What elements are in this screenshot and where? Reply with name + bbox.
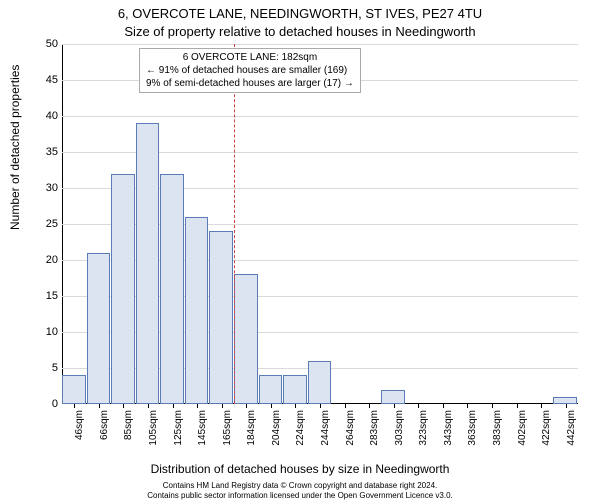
- x-tick-label: 105sqm: [148, 410, 159, 458]
- plot-area: 6 OVERCOTE LANE: 182sqm← 91% of detached…: [62, 44, 578, 404]
- x-tick-label: 283sqm: [369, 410, 380, 458]
- x-tick-label: 204sqm: [271, 410, 282, 458]
- histogram-bar: [185, 217, 209, 404]
- histogram-bar: [259, 375, 283, 404]
- x-tick-label: 303sqm: [394, 410, 405, 458]
- x-tick-label: 442sqm: [566, 410, 577, 458]
- annotation-line: ← 91% of detached houses are smaller (16…: [146, 64, 354, 77]
- reference-line: [234, 44, 235, 404]
- x-tick-label: 402sqm: [517, 410, 528, 458]
- y-tick-label: 30: [28, 182, 58, 194]
- x-tick-label: 244sqm: [320, 410, 331, 458]
- chart-subtitle: Size of property relative to detached ho…: [0, 24, 600, 39]
- x-tick-label: 422sqm: [541, 410, 552, 458]
- x-axis-label: Distribution of detached houses by size …: [0, 462, 600, 476]
- histogram-bar: [283, 375, 307, 404]
- x-tick-label: 264sqm: [345, 410, 356, 458]
- histogram-bar: [209, 231, 233, 404]
- y-tick-label: 0: [28, 398, 58, 410]
- y-tick-label: 20: [28, 254, 58, 266]
- y-axis-label: Number of detached properties: [8, 65, 22, 230]
- y-tick-label: 45: [28, 74, 58, 86]
- chart-title-address: 6, OVERCOTE LANE, NEEDINGWORTH, ST IVES,…: [0, 6, 600, 21]
- y-tick-label: 25: [28, 218, 58, 230]
- x-tick-label: 85sqm: [123, 410, 134, 458]
- x-tick-label: 165sqm: [222, 410, 233, 458]
- x-tick-label: 383sqm: [492, 410, 503, 458]
- gridline: [62, 116, 578, 117]
- y-tick-label: 35: [28, 146, 58, 158]
- annotation-line: 9% of semi-detached houses are larger (1…: [146, 77, 354, 90]
- gridline: [62, 44, 578, 45]
- x-tick-label: 343sqm: [443, 410, 454, 458]
- histogram-bar: [381, 390, 405, 404]
- histogram-bar: [234, 274, 258, 404]
- histogram-bar: [308, 361, 332, 404]
- histogram-bar: [136, 123, 160, 404]
- annotation-line: 6 OVERCOTE LANE: 182sqm: [146, 51, 354, 64]
- x-tick-label: 363sqm: [467, 410, 478, 458]
- histogram-bar: [62, 375, 86, 404]
- y-tick-label: 10: [28, 326, 58, 338]
- x-tick-label: 66sqm: [99, 410, 110, 458]
- histogram-bar: [87, 253, 111, 404]
- histogram-bar: [111, 174, 135, 404]
- footer-copyright-2: Contains public sector information licen…: [0, 491, 600, 500]
- footer-copyright-1: Contains HM Land Registry data © Crown c…: [0, 481, 600, 490]
- histogram-bar: [160, 174, 184, 404]
- x-tick-label: 224sqm: [295, 410, 306, 458]
- y-tick-label: 5: [28, 362, 58, 374]
- histogram-bar: [553, 397, 577, 404]
- x-tick-label: 323sqm: [418, 410, 429, 458]
- x-tick-label: 145sqm: [197, 410, 208, 458]
- x-tick-label: 46sqm: [74, 410, 85, 458]
- y-tick-label: 15: [28, 290, 58, 302]
- y-tick-label: 40: [28, 110, 58, 122]
- x-tick-label: 125sqm: [173, 410, 184, 458]
- y-tick-label: 50: [28, 38, 58, 50]
- x-tick-label: 184sqm: [246, 410, 257, 458]
- annotation-box: 6 OVERCOTE LANE: 182sqm← 91% of detached…: [139, 48, 361, 93]
